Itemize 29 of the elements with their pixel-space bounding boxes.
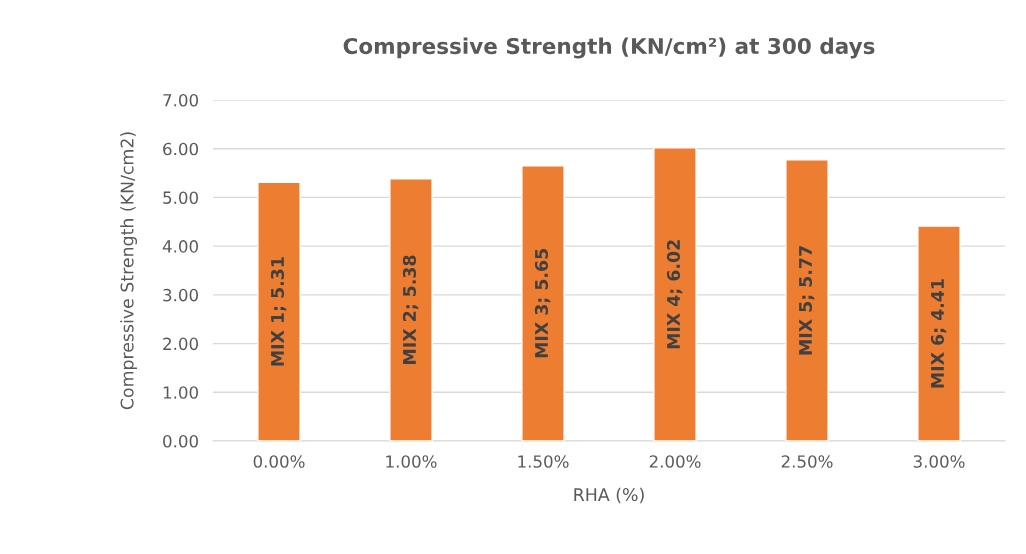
bar [653, 147, 697, 441]
x-tick-label: 0.00% [253, 455, 305, 468]
data-label: MIX 1; 5.31 [270, 257, 287, 366]
y-tick-label: 6.00 [163, 142, 198, 156]
x-tick-label: 3.00% [913, 455, 965, 468]
data-label: MIX 6; 4.41 [930, 279, 947, 388]
x-tick-label: 1.00% [386, 455, 437, 468]
x-tick-label: 1.50% [518, 455, 569, 468]
data-label: MIX 5; 5.77 [799, 246, 815, 355]
data-label: MIX 4; 6.02 [666, 240, 683, 349]
x-tick-label: 2.50% [781, 455, 833, 468]
y-tick-label: 3.00 [163, 288, 198, 302]
data-label: MIX 2; 5.38 [402, 255, 419, 364]
y-tick-label: 2.00 [163, 337, 198, 351]
chart-title: Compressive Strength (KN/cm²) at 300 days [343, 37, 875, 59]
y-axis-title: Compressive Strength (KN/cm2) [120, 132, 137, 410]
y-tick-label: 5.00 [163, 191, 198, 204]
y-tick-label: 1.00 [163, 386, 198, 399]
bar [785, 159, 829, 441]
y-tick-label: 4.00 [162, 240, 198, 253]
x-axis-title: RHA (%) [574, 487, 644, 504]
bar [257, 181, 301, 441]
bar [917, 225, 961, 441]
x-tick-label: 2.00% [649, 455, 701, 468]
bar [389, 178, 433, 441]
bar [521, 165, 565, 441]
y-tick-label: 7.00 [163, 93, 198, 107]
data-label: MIX 3; 5.65 [534, 249, 551, 358]
y-tick-label: 0.00 [163, 434, 198, 448]
